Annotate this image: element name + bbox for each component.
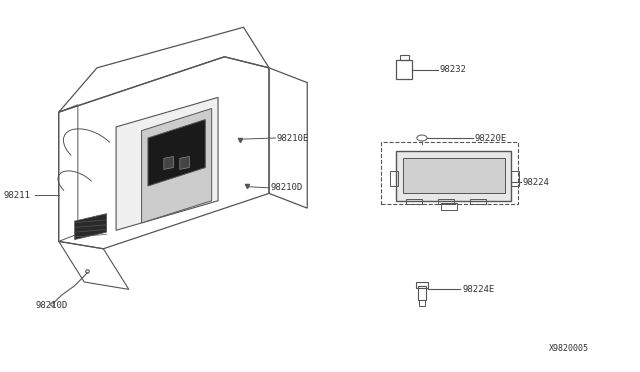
Text: 98220E: 98220E	[475, 134, 507, 142]
Text: 98210E: 98210E	[276, 134, 309, 142]
Text: 98224E: 98224E	[462, 285, 494, 294]
Polygon shape	[180, 157, 189, 169]
Bar	[403, 158, 505, 193]
Text: 98211: 98211	[3, 191, 30, 200]
Text: 98224: 98224	[523, 178, 550, 187]
Polygon shape	[141, 109, 212, 223]
Bar	[415, 282, 428, 288]
Text: 98210D: 98210D	[36, 301, 68, 311]
Bar	[400, 55, 408, 61]
Polygon shape	[148, 119, 205, 186]
Text: X9820005: X9820005	[549, 344, 589, 353]
Polygon shape	[116, 97, 218, 230]
Polygon shape	[75, 214, 106, 240]
Text: 98232: 98232	[440, 65, 467, 74]
Bar	[390, 171, 397, 186]
Bar	[418, 286, 426, 301]
Bar	[396, 61, 412, 79]
Bar	[438, 199, 454, 204]
Bar	[511, 171, 519, 186]
Bar	[406, 199, 422, 204]
Bar	[381, 142, 518, 205]
Bar	[419, 300, 424, 306]
Text: 98210D: 98210D	[270, 183, 303, 192]
Bar	[396, 151, 511, 201]
Bar	[470, 199, 486, 204]
Polygon shape	[164, 157, 173, 169]
